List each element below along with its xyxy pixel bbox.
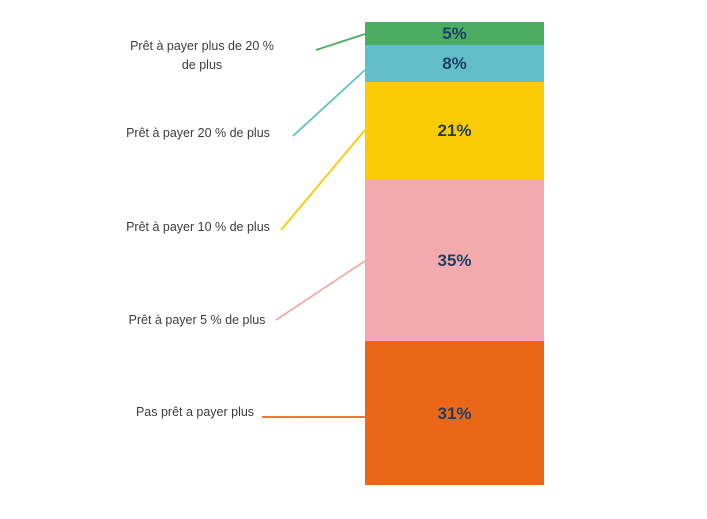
bar-segment-10: 21% — [365, 82, 544, 180]
value-label-10: 21% — [437, 121, 472, 141]
value-label-plus-de-20: 5% — [442, 24, 467, 44]
leader-line-20 — [292, 69, 366, 137]
leader-line-plus-de-20 — [315, 33, 366, 51]
value-label-5: 35% — [437, 250, 472, 270]
category-label-pas-plus: Pas prêt a payer plus — [135, 405, 255, 419]
leader-line-10 — [280, 129, 366, 231]
category-label-10: Prêt à payer 10 % de plus — [126, 220, 270, 234]
bar-segment-20: 8% — [365, 45, 544, 83]
stacked-bar: 5% 8% 21% 35% 31% — [365, 22, 544, 486]
bar-segment-plus-de-20: 5% — [365, 22, 544, 46]
bar-segment-pas-plus: 31% — [365, 341, 544, 486]
category-label-20: Prêt à payer 20 % de plus — [126, 126, 270, 140]
bar-segment-5: 35% — [365, 179, 544, 342]
category-label-plus-de-20: Prêt à payer plus de 20 % de plus — [130, 39, 274, 72]
category-label-5: Prêt à payer 5 % de plus — [128, 313, 266, 327]
value-label-pas-plus: 31% — [437, 403, 472, 423]
leader-line-5 — [275, 260, 366, 321]
value-label-20: 8% — [442, 54, 467, 74]
